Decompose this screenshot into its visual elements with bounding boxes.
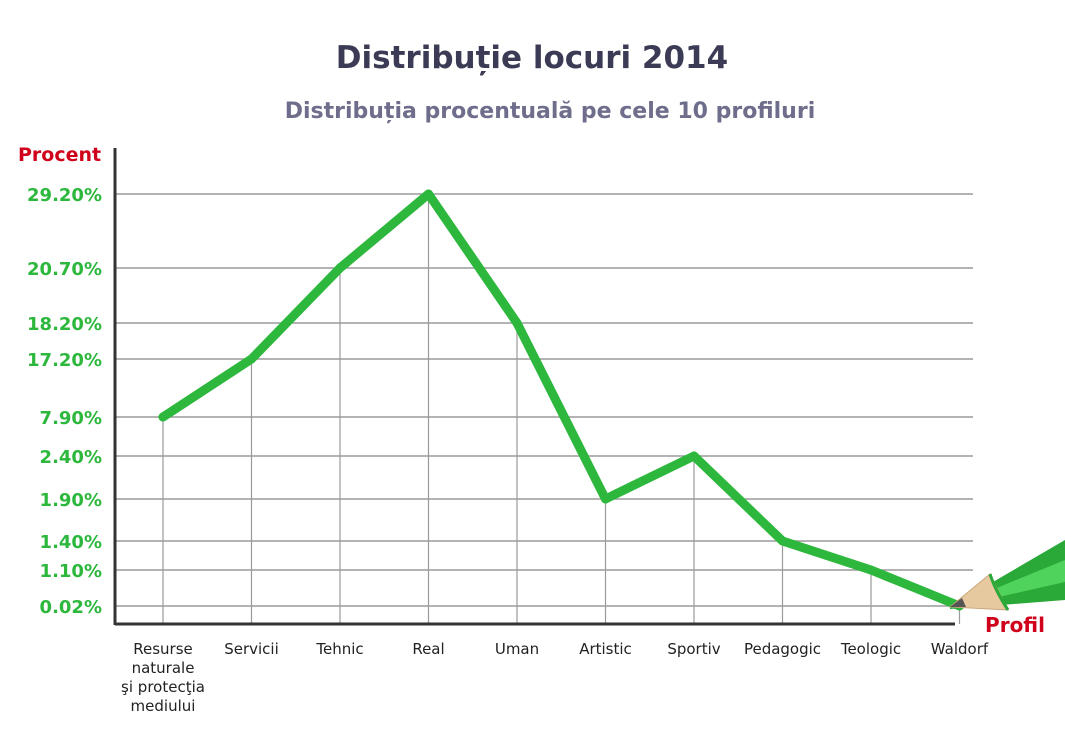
x-tick-labels: Resurse naturale şi protecţia mediului Servi…: [121, 640, 989, 715]
series: [158, 189, 964, 611]
data-point: [689, 451, 699, 461]
x-tick-label: Waldorf: [931, 640, 989, 658]
y-tick-label: 1.10%: [40, 561, 102, 582]
y-tick-label: 29.20%: [27, 185, 102, 206]
data-point: [335, 263, 345, 273]
y-tick-label: 2.40%: [40, 447, 102, 468]
data-point: [512, 318, 522, 328]
x-axis-title: Profil: [985, 613, 1045, 637]
y-tick-label: 20.70%: [27, 259, 102, 280]
x-tick-label: Pedagogic: [744, 640, 821, 658]
chart-title: Distribuție locuri 2014: [336, 40, 728, 76]
y-tick-label: 17.20%: [27, 350, 102, 371]
y-tick-label: 18.20%: [27, 314, 102, 335]
gridlines: [115, 193, 973, 624]
data-point: [424, 189, 433, 199]
y-axis-title: Procent: [18, 144, 101, 166]
chart-subtitle: Distribuția procentuală pe cele 10 profi…: [285, 99, 815, 124]
pencil-icon: [948, 540, 1065, 611]
y-tick-labels: 29.20% 20.70% 18.20% 17.20% 7.90% 2.40% 1.90% 1…: [27, 185, 102, 618]
x-tick-label: Tehnic: [315, 640, 363, 658]
x-tick-label: Servicii: [224, 640, 279, 658]
y-tick-label: 0.02%: [40, 597, 102, 618]
data-point: [866, 565, 876, 575]
x-tick-label: Uman: [495, 640, 539, 658]
data-point: [601, 494, 610, 504]
series-line: [158, 189, 964, 611]
x-tick-label: Real: [412, 640, 444, 658]
x-tick-label: Sportiv: [667, 640, 720, 658]
x-tick-label: Teologic: [840, 640, 901, 658]
y-tick-label: 1.40%: [40, 532, 102, 553]
y-tick-label: 7.90%: [40, 408, 102, 429]
data-point: [247, 354, 256, 364]
x-tick-label: Resurse naturale şi protecţia mediului: [121, 640, 205, 715]
y-tick-label: 1.90%: [40, 490, 102, 511]
x-tick-label: Artistic: [579, 640, 632, 658]
axes: [113, 148, 955, 626]
data-point: [778, 536, 787, 546]
data-point: [158, 412, 168, 422]
